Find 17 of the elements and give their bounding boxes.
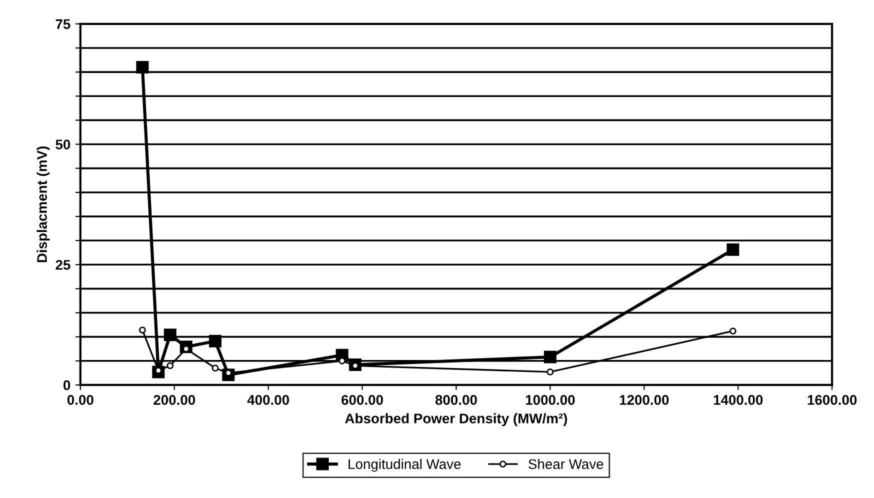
y-tick-label: 25: [56, 260, 70, 270]
x-tick-label: 1200.00: [620, 395, 669, 405]
y-axis-title: Displacment (mV): [36, 146, 50, 262]
x-tick-label: 1000.00: [526, 395, 575, 405]
x-axis-title: Absorbed Power Density (MW/m²): [345, 413, 568, 426]
legend-label: Longitudinal Wave: [348, 458, 461, 472]
x-tick-label: 200.00: [154, 395, 196, 405]
legend-label: Shear Wave: [528, 458, 604, 470]
x-tick-label: 1600.00: [808, 395, 857, 405]
y-tick-label: 50: [56, 140, 70, 150]
y-tick-label: 0: [64, 380, 70, 390]
y-tick-label: 75: [56, 19, 70, 30]
x-tick-label: 1400.00: [714, 395, 763, 405]
x-tick-label: 400.00: [247, 395, 289, 405]
x-tick-label: 800.00: [435, 395, 477, 405]
x-tick-label: 0.00: [67, 395, 94, 405]
x-tick-label: 600.00: [342, 395, 383, 405]
